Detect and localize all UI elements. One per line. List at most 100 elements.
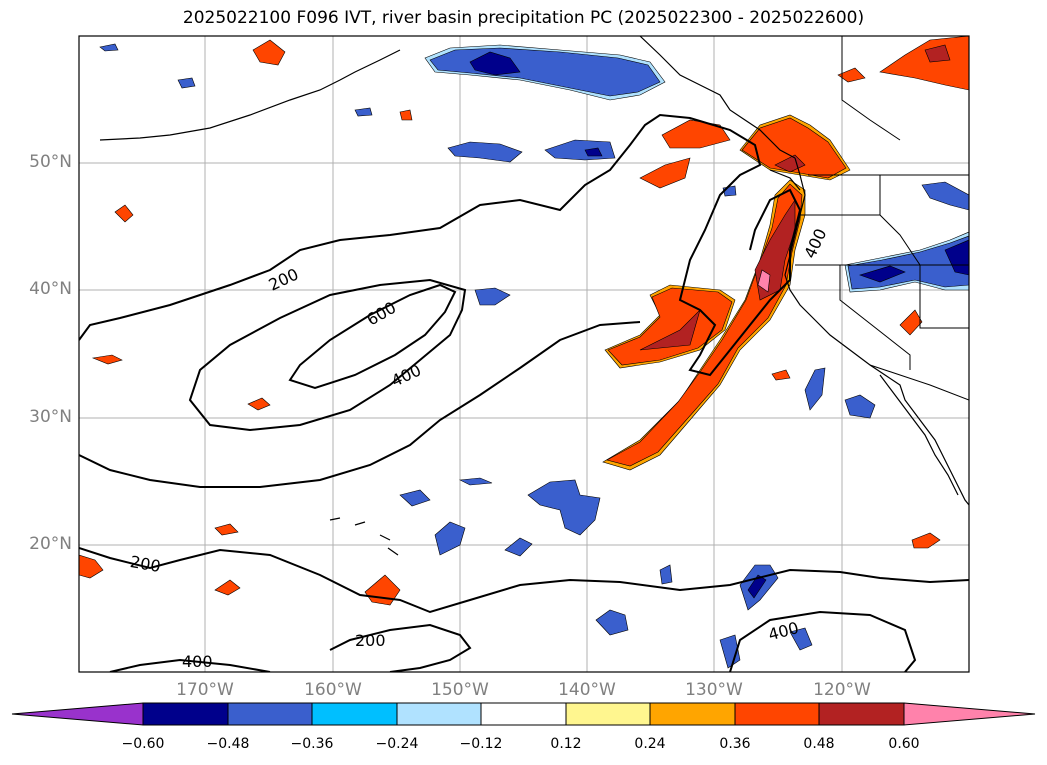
aleutian-neg	[429, 47, 661, 97]
negative-precip-patches	[99, 43, 969, 669]
ne-corner-precip-core	[924, 44, 951, 63]
contour-600-ring	[288, 283, 457, 390]
neg-patch-9	[434, 521, 466, 556]
colorbar	[11, 702, 1036, 726]
contour-400-bottom	[109, 658, 271, 672]
lon-label: 150°W	[431, 680, 489, 700]
neg-patch-4	[804, 367, 826, 411]
neg-patch-3	[921, 181, 969, 211]
lat-label: 50°N	[29, 152, 72, 172]
contour-200-north	[79, 113, 802, 377]
colorbar-bin	[480, 702, 567, 726]
lat-label: 30°N	[29, 407, 72, 427]
colorbar-tick-label: −0.48	[206, 736, 250, 752]
colorbar-bin	[818, 702, 905, 726]
baja-peninsula	[879, 374, 959, 496]
neg-patch-5	[844, 394, 876, 419]
gridlines	[79, 36, 969, 672]
small-pos-11	[771, 369, 791, 381]
colorbar-tick-label: 0.24	[634, 736, 666, 752]
colorbar-tick-label: 0.12	[550, 736, 582, 752]
idaho-neg-core	[859, 265, 906, 283]
ar-precip-band-main	[606, 183, 803, 467]
neg-patch-8	[399, 489, 431, 507]
bc-precip	[741, 117, 847, 179]
neg-patch-11	[458, 477, 493, 486]
colorbar-tick-label: −0.24	[375, 736, 419, 752]
borders	[795, 36, 969, 401]
neg-patch-12-core	[747, 574, 767, 599]
colorbar-bin	[227, 702, 313, 726]
colorbar-bin	[311, 702, 398, 726]
vancouver-island	[769, 169, 801, 191]
small-pos-12	[837, 67, 866, 83]
neg-patch-2-core	[584, 147, 603, 157]
colorbar-bin	[734, 702, 820, 726]
colorbar-bin	[565, 702, 651, 726]
contour-200-bottom	[329, 623, 472, 672]
contour-400-ring	[188, 278, 467, 432]
neg-patch-19	[354, 107, 373, 117]
lon-label: 160°W	[304, 680, 362, 700]
neg-patch-17	[177, 77, 196, 89]
map-content	[79, 36, 969, 672]
state-line-1	[800, 190, 881, 216]
colorbar-extend-min	[11, 702, 144, 726]
small-pos-8	[364, 574, 401, 606]
mexico-border	[869, 364, 969, 401]
colorbar-extend-max	[903, 702, 1036, 726]
contour-label: 200	[355, 631, 386, 650]
neg-patch-10	[504, 537, 533, 557]
small-pos-7	[214, 579, 241, 596]
contour-label: 400	[182, 652, 213, 671]
hawaii-islands	[329, 517, 399, 556]
state-line-5	[879, 175, 921, 266]
plot-title: 2025022100 F096 IVT, river basin precipi…	[182, 8, 865, 28]
small-pos-13	[399, 109, 413, 121]
colorbar-tick-label: 0.48	[803, 736, 835, 752]
map-frame	[78, 35, 970, 673]
aleutian-neg-core	[469, 51, 521, 76]
contour-200-mid	[79, 321, 641, 488]
small-pos-5	[247, 397, 271, 411]
colorbar-tick-label: −0.12	[459, 736, 503, 752]
coastlines	[99, 36, 969, 556]
gulf-precip-2	[639, 157, 691, 189]
colorbar-tick-label: −0.60	[121, 736, 165, 752]
state-line-3	[839, 265, 911, 370]
neg-patch-2	[544, 139, 616, 161]
small-pos-4	[79, 554, 104, 579]
neg-patch-6	[474, 287, 511, 306]
lat-label: 40°N	[29, 279, 72, 299]
alaska-coast	[639, 36, 796, 159]
neg-patch-16	[659, 564, 673, 585]
small-pos-10	[899, 309, 923, 336]
neg-patch-15	[789, 627, 813, 651]
ivt-contours	[79, 113, 969, 672]
neg-patch-14	[719, 634, 741, 669]
contour-label: 200	[129, 552, 162, 576]
ne-corner-precip	[879, 36, 969, 91]
positive-precip-patches	[79, 36, 969, 606]
small-pos-3	[91, 354, 123, 365]
lon-label: 130°W	[685, 680, 743, 700]
small-pos-9	[911, 532, 941, 549]
colorbar-tick-label: 0.36	[719, 736, 751, 752]
neg-patch-7	[527, 479, 601, 536]
state-line-4	[919, 265, 969, 329]
lon-label: 140°W	[558, 680, 616, 700]
aleutian-islands	[99, 49, 401, 141]
contour-200-south	[79, 547, 969, 614]
lat-label: 20°N	[29, 534, 72, 554]
neg-patch-1	[447, 141, 523, 163]
colorbar-bin	[142, 702, 229, 726]
alaska-canada-border	[841, 36, 901, 141]
west-coast	[784, 157, 969, 506]
small-pos-1	[252, 39, 286, 66]
colorbar-tick-label: 0.60	[888, 736, 920, 752]
small-pos-2	[114, 204, 134, 223]
neg-patch-13	[595, 609, 629, 636]
lon-label: 170°W	[176, 680, 234, 700]
contour-label: 400	[388, 360, 424, 390]
